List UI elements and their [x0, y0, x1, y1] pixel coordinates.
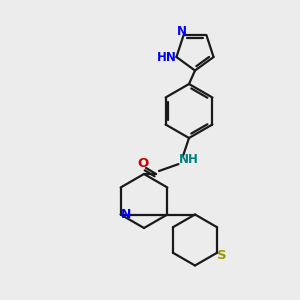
Text: NH: NH — [179, 152, 199, 166]
Text: N: N — [177, 25, 187, 38]
Text: N: N — [121, 208, 131, 221]
Text: O: O — [137, 157, 148, 170]
Text: HN: HN — [157, 50, 177, 64]
Text: S: S — [217, 249, 226, 262]
